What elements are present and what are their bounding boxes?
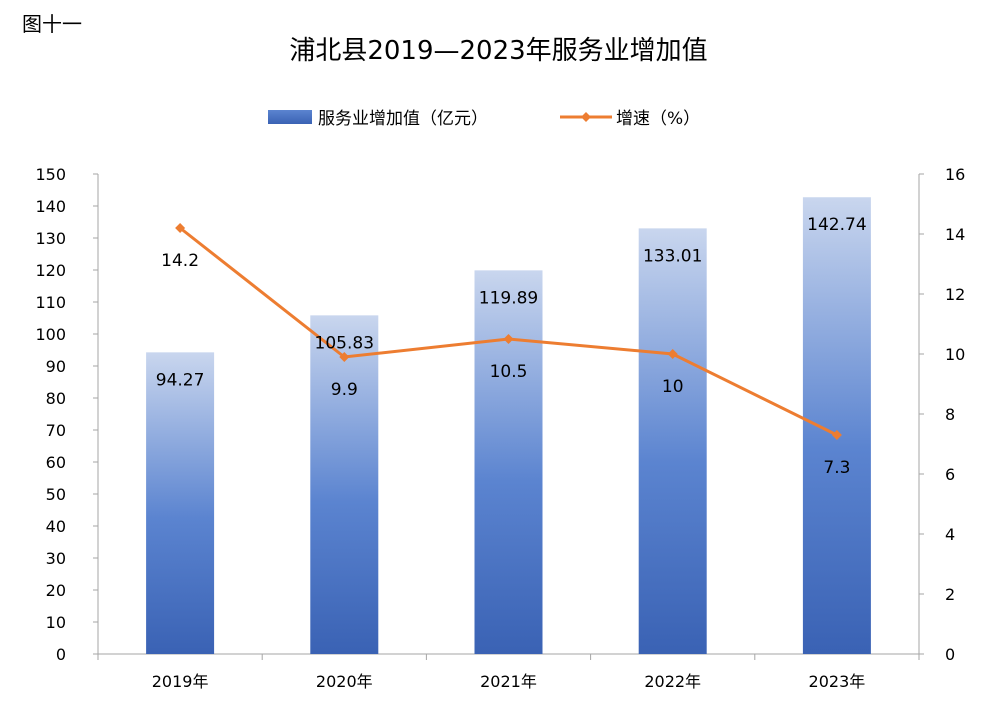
growth-point (339, 352, 350, 362)
bar-value-label: 105.83 (315, 333, 374, 353)
bar (802, 197, 871, 654)
growth-line (175, 223, 842, 440)
growth-value-label: 14.2 (161, 251, 199, 271)
bar (474, 270, 543, 654)
legend-bar-label: 服务业增加值（亿元） (318, 109, 488, 129)
y-left-tick-label: 130 (35, 229, 66, 248)
y-left-tick-label: 0 (56, 645, 66, 664)
data-labels: 94.27 105.83 119.89 133.01 142.74 14.2 9.9 10.5… (156, 215, 867, 478)
y-right-tick-label: 4 (945, 525, 955, 544)
bar-value-label: 142.74 (807, 215, 866, 235)
y-right-tick-label: 14 (945, 225, 965, 244)
growth-point (175, 223, 186, 233)
bar (146, 352, 215, 654)
bars (146, 197, 871, 655)
x-tick-label: 2020年 (316, 672, 373, 691)
x-tick-label: 2019年 (152, 672, 209, 691)
bar (310, 315, 379, 654)
y-left-tick-label: 80 (46, 389, 66, 408)
growth-value-label: 10.5 (490, 362, 528, 382)
x-tick-label: 2022年 (644, 672, 701, 691)
bar-value-label: 94.27 (156, 370, 205, 390)
bar-value-label: 119.89 (479, 288, 538, 308)
x-tick-label: 2023年 (809, 672, 866, 691)
y-right-tick-label: 10 (945, 345, 965, 364)
bar (638, 228, 707, 655)
y-left-tick-label: 150 (35, 165, 66, 184)
growth-point (503, 334, 514, 344)
y-right-tick-label: 6 (945, 465, 955, 484)
growth-point (667, 349, 678, 359)
y-left-tick-label: 100 (35, 325, 66, 344)
growth-value-label: 9.9 (331, 380, 358, 400)
y-right-tick-label: 0 (945, 645, 955, 664)
y-right-tick-label: 12 (945, 285, 965, 304)
y-left-tick-label: 10 (46, 613, 66, 632)
y-left-tick-label: 120 (35, 261, 66, 280)
y-left-tick-label: 140 (35, 197, 66, 216)
axes: 0 10 20 30 40 50 60 70 80 90 100 110 120 130 140 150 0 2 4… (35, 165, 965, 691)
legend: 服务业增加值（亿元） 增速（%） (268, 109, 700, 129)
y-left-tick-label: 60 (46, 453, 66, 472)
y-right-tick-label: 16 (945, 165, 965, 184)
y-left-tick-label: 50 (46, 485, 66, 504)
chart-title: 浦北县2019—2023年服务业增加值 (289, 36, 708, 66)
growth-point (831, 430, 842, 440)
legend-line-marker (581, 112, 591, 122)
y-left-tick-label: 20 (46, 581, 66, 600)
y-left-tick-label: 70 (46, 421, 66, 440)
bar-value-label: 133.01 (643, 246, 702, 266)
y-right-tick-label: 2 (945, 585, 955, 604)
growth-value-label: 10 (662, 377, 684, 397)
y-left-tick-label: 30 (46, 549, 66, 568)
legend-bar-swatch (268, 110, 312, 124)
x-tick-label: 2021年 (480, 672, 537, 691)
growth-value-label: 7.3 (823, 458, 850, 478)
y-left-tick-label: 90 (46, 357, 66, 376)
figure-label: 图十一 (22, 12, 82, 36)
y-left-tick-label: 40 (46, 517, 66, 536)
y-left-tick-label: 110 (35, 293, 66, 312)
legend-line-label: 增速（%） (616, 109, 700, 129)
y-right-tick-label: 8 (945, 405, 955, 424)
